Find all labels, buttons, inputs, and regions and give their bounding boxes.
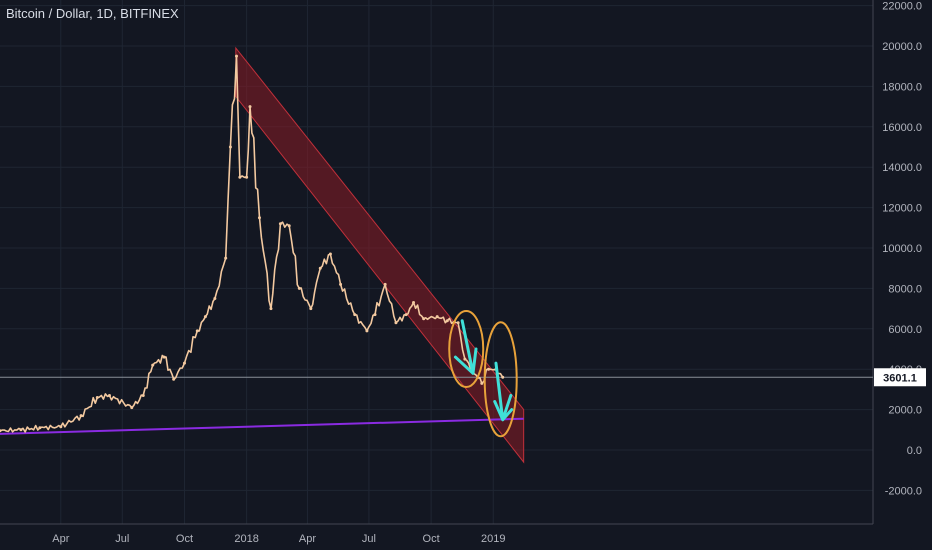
price-point: [234, 54, 238, 58]
price-point: [141, 393, 145, 397]
x-tick-label: Apr: [299, 533, 316, 545]
price-point: [278, 222, 282, 226]
price-point: [95, 395, 99, 399]
price-point: [213, 297, 217, 300]
price-point: [224, 256, 228, 260]
arrow-stroke: [460, 319, 475, 375]
price-point: [257, 216, 261, 220]
arrow-head: [453, 347, 478, 375]
y-tick-label: 10000.0: [882, 243, 922, 255]
x-tick-label: Jul: [115, 533, 129, 545]
price-point: [463, 357, 467, 361]
x-tick-label: Oct: [423, 533, 440, 545]
last-price-label: 3601.1: [883, 372, 917, 384]
price-point: [318, 266, 322, 270]
price-point: [38, 426, 42, 430]
price-point: [248, 105, 252, 109]
y-tick-label: 8000.0: [888, 283, 922, 295]
y-tick-label: 0.0: [907, 445, 922, 457]
price-point: [383, 282, 387, 286]
y-tick-label: 2000.0: [888, 405, 922, 417]
trend-arrow: [493, 361, 514, 422]
price-point: [0, 429, 2, 433]
y-tick-label: 12000.0: [882, 203, 922, 215]
price-point: [203, 315, 207, 319]
last-price-tag: [874, 368, 926, 387]
y-tick-label: 16000.0: [882, 122, 922, 134]
price-point: [309, 307, 313, 311]
y-tick-label: -2000.0: [885, 485, 922, 497]
price-point: [422, 317, 426, 321]
price-point: [59, 425, 63, 429]
price-point: [339, 282, 343, 286]
price-point: [435, 315, 439, 319]
y-tick-label: 18000.0: [882, 81, 922, 93]
support-trendline: [0, 417, 524, 435]
price-point: [245, 175, 249, 179]
price-point: [480, 381, 484, 385]
descending-channel: [235, 46, 525, 464]
price-point: [19, 428, 23, 432]
price-point: [487, 367, 491, 371]
trend-arrow: [453, 319, 478, 375]
price-point: [373, 313, 377, 317]
price-point: [182, 361, 186, 365]
y-tick-label: 20000.0: [882, 41, 922, 53]
price-point: [151, 363, 155, 367]
price-point: [394, 321, 398, 325]
y-tick-label: 22000.0: [882, 1, 922, 13]
x-tick-label: Jul: [362, 533, 376, 545]
x-tick-label: Oct: [176, 533, 193, 545]
price-point: [162, 355, 166, 359]
chart-title: Bitcoin / Dollar, 1D, BITFINEX: [6, 6, 179, 21]
arrow-head: [493, 400, 514, 422]
price-point: [269, 307, 273, 311]
price-point: [353, 313, 357, 317]
price-point: [501, 375, 505, 379]
price-point: [412, 301, 416, 305]
price-point: [79, 414, 83, 418]
price-line: [0, 55, 504, 433]
price-point: [172, 377, 176, 381]
grid: [0, 0, 873, 524]
price-point: [107, 393, 111, 397]
price-point: [238, 175, 242, 179]
x-tick-label: 2019: [481, 533, 505, 545]
price-point: [404, 313, 408, 317]
x-tick-label: 2018: [234, 533, 258, 545]
price-point: [456, 321, 460, 325]
x-tick-label: Apr: [52, 533, 69, 545]
y-tick-label: 6000.0: [888, 324, 922, 336]
price-point: [228, 145, 232, 149]
price-point: [365, 329, 369, 333]
price-point: [445, 319, 449, 323]
annotation-circle: [448, 310, 485, 388]
price-point: [195, 329, 199, 333]
price-point: [287, 224, 291, 228]
annotation-circle: [483, 321, 518, 438]
y-tick-label: 14000.0: [882, 162, 922, 174]
price-point: [130, 406, 134, 410]
price-point: [297, 286, 301, 290]
price-point: [328, 252, 332, 256]
